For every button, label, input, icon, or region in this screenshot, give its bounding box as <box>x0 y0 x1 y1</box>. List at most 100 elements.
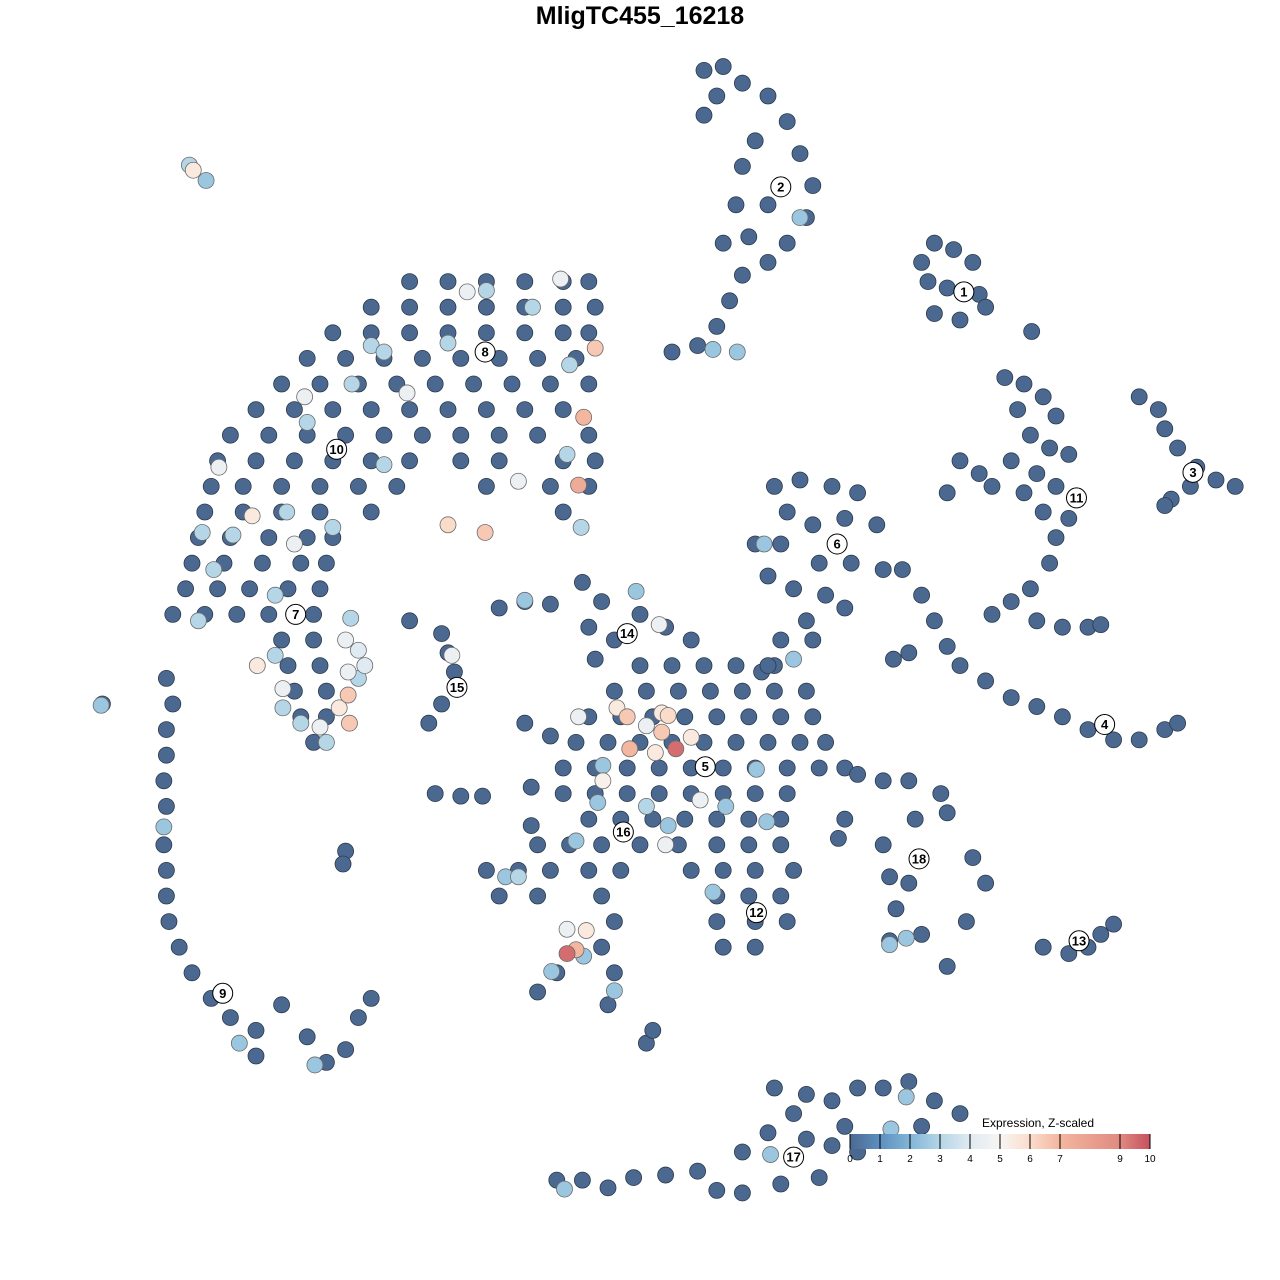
data-point <box>337 1041 355 1058</box>
data-point <box>721 292 738 310</box>
data-point <box>740 708 758 726</box>
data-point <box>734 682 751 700</box>
data-point-expressed <box>758 813 776 831</box>
cluster-label-badge <box>770 176 792 198</box>
cluster-label: 7 <box>285 603 307 625</box>
data-point-expressed <box>748 760 765 778</box>
data-point <box>157 887 175 905</box>
data-point <box>874 772 892 790</box>
data-point <box>746 938 764 956</box>
data-point <box>401 452 419 470</box>
data-point <box>926 234 943 252</box>
data-point <box>785 580 802 598</box>
cluster-label-text: 7 <box>292 607 299 622</box>
data-point <box>798 1130 815 1148</box>
data-point <box>606 913 623 930</box>
data-point <box>298 349 316 367</box>
data-point <box>439 273 457 291</box>
data-point <box>874 561 892 578</box>
data-point <box>919 273 937 291</box>
data-point <box>746 132 764 150</box>
data-point-expressed <box>342 609 360 627</box>
cluster-label-badge <box>1065 487 1087 509</box>
data-point <box>311 580 329 598</box>
data-point <box>772 887 790 905</box>
data-point-expressed <box>594 772 612 790</box>
cluster-label-text: 6 <box>834 537 841 552</box>
data-point <box>311 375 329 393</box>
cluster-label: 15 <box>446 676 468 698</box>
data-point-expressed <box>561 356 578 374</box>
data-point <box>714 862 732 879</box>
data-point <box>426 785 444 802</box>
data-point <box>593 593 610 610</box>
data-point-expressed <box>243 507 261 525</box>
data-point <box>554 324 572 342</box>
data-point-expressed <box>155 818 173 836</box>
cluster-label: 9 <box>212 982 234 1004</box>
cluster-label: 18 <box>908 848 930 870</box>
data-point <box>433 695 451 713</box>
data-point-expressed <box>650 616 668 634</box>
data-point <box>273 477 291 495</box>
cluster-label: 3 <box>1182 461 1204 483</box>
data-point <box>1009 401 1026 419</box>
data-point-expressed <box>558 945 576 962</box>
data-point-expressed <box>398 384 416 402</box>
data-point <box>1047 407 1065 425</box>
data-point <box>1105 731 1122 749</box>
data-point-expressed <box>667 740 685 758</box>
data-point <box>542 862 559 879</box>
data-point <box>164 606 182 623</box>
data-point <box>574 1171 591 1189</box>
data-point <box>279 657 297 674</box>
cluster-label: 17 <box>783 1146 805 1168</box>
data-point <box>1041 439 1058 457</box>
data-point <box>157 670 175 687</box>
cluster-label: 13 <box>1068 930 1090 952</box>
data-point <box>708 1182 726 1199</box>
data-point <box>337 349 355 367</box>
data-point <box>663 657 681 674</box>
data-point <box>474 787 491 805</box>
data-point <box>490 426 508 444</box>
data-point <box>285 452 303 470</box>
data-point <box>1034 503 1052 521</box>
data-point <box>599 1179 617 1197</box>
data-point <box>734 1143 751 1161</box>
data-point <box>1028 698 1046 715</box>
data-point-expressed <box>659 817 677 834</box>
data-point <box>1169 439 1186 457</box>
data-point <box>746 862 764 879</box>
data-point <box>1002 452 1020 470</box>
data-point <box>599 734 617 751</box>
data-point <box>542 595 559 613</box>
data-point-expressed <box>627 582 645 600</box>
data-point <box>586 452 604 470</box>
data-point <box>772 708 790 726</box>
data-point-expressed <box>341 714 358 732</box>
data-point <box>759 567 777 585</box>
data-point <box>1060 510 1078 527</box>
data-point <box>945 241 962 259</box>
cluster-label-badge <box>474 341 496 363</box>
data-point <box>804 708 822 726</box>
data-point <box>516 273 534 291</box>
data-point <box>1092 926 1110 943</box>
data-point <box>695 657 713 674</box>
cluster-label: 14 <box>616 623 638 645</box>
data-point <box>714 759 732 777</box>
cluster-label: 11 <box>1065 487 1087 509</box>
legend-tick-label: 10 <box>1144 1154 1156 1165</box>
data-point <box>900 644 918 662</box>
data-point-expressed <box>510 472 527 490</box>
data-point-expressed <box>285 535 303 553</box>
data-point <box>996 369 1014 387</box>
data-point <box>708 87 726 105</box>
cluster-label-text: 1 <box>960 284 967 299</box>
cluster-label-badge <box>783 1146 805 1168</box>
cluster-label-badge <box>446 676 468 698</box>
cluster-label: 16 <box>612 821 634 843</box>
